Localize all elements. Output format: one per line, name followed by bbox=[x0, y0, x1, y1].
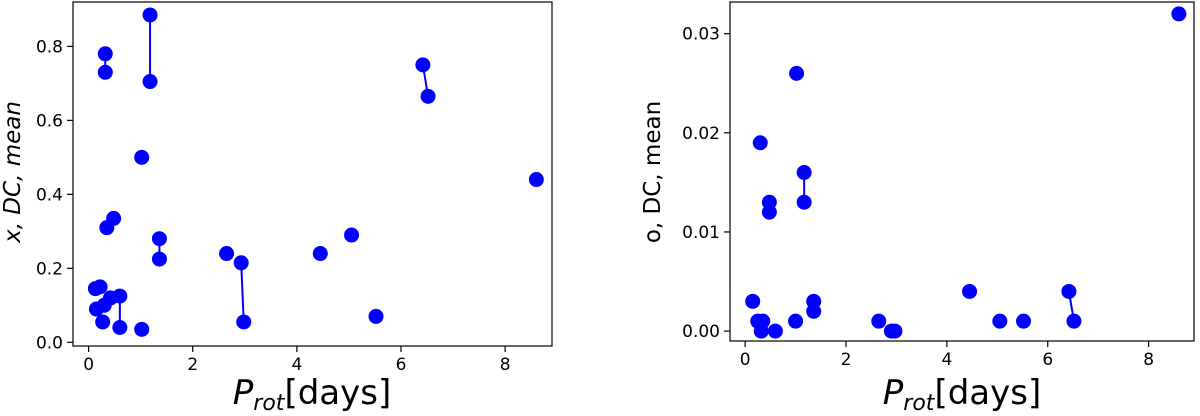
left-chart-y-tick-label: 0.0 bbox=[36, 333, 63, 353]
left-chart-data-point bbox=[151, 231, 167, 247]
left-chart-data-point bbox=[415, 57, 431, 73]
left-chart-x-tick-label: 2 bbox=[187, 355, 198, 375]
left-chart-x-tick-label: 8 bbox=[500, 355, 511, 375]
left-chart-panel: 0 2 4 6 8 0.0 0.2 0.4 0.6 0.8 Prot[days] x, DC, m… bbox=[0, 1, 553, 416]
right-chart-data-point bbox=[796, 194, 812, 210]
right-chart-x-tick-label: 6 bbox=[1042, 350, 1053, 370]
left-chart-data-point bbox=[312, 246, 328, 262]
left-chart-data-point bbox=[219, 246, 235, 262]
left-chart-data-point bbox=[112, 288, 128, 304]
right-chart-y-tick-label: 0.01 bbox=[682, 223, 720, 243]
left-chart-axes: 0 2 4 6 8 0.0 0.2 0.4 0.6 0.8 bbox=[36, 37, 511, 375]
right-chart-x-tick-label: 4 bbox=[941, 350, 952, 370]
left-chart-x-axis-label: Prot[days] bbox=[233, 373, 391, 416]
right-chart-x-tick-label: 2 bbox=[841, 350, 852, 370]
left-chart-data-point bbox=[106, 210, 122, 226]
right-chart-data-point bbox=[871, 313, 887, 329]
right-chart-data-point bbox=[755, 313, 771, 329]
left-chart-data-point bbox=[142, 7, 158, 23]
left-chart-data-point bbox=[233, 255, 249, 271]
right-chart-data-point bbox=[789, 65, 805, 81]
left-chart-y-axis-label: x, DC, mean bbox=[0, 101, 26, 244]
left-chart-link-line bbox=[240, 262, 245, 323]
right-chart-data-point bbox=[767, 323, 783, 339]
right-chart-y-tick-label: 0.02 bbox=[682, 124, 720, 144]
left-chart-data-point bbox=[97, 46, 113, 62]
right-chart-data-point bbox=[962, 283, 978, 299]
left-chart-y-tick-label: 0.2 bbox=[36, 259, 63, 279]
left-chart-y-tick-label: 0.6 bbox=[36, 111, 63, 131]
right-chart-data-point bbox=[745, 293, 761, 309]
right-chart-data-point bbox=[1066, 313, 1082, 329]
left-chart-data-point bbox=[528, 172, 544, 188]
right-chart-data-point bbox=[887, 323, 903, 339]
right-chart-x-tick-label: 0 bbox=[740, 350, 751, 370]
left-chart-data-point bbox=[112, 320, 128, 336]
left-chart-x-tick-label: 4 bbox=[291, 355, 302, 375]
left-chart-data-point bbox=[236, 314, 252, 330]
right-chart-data-point bbox=[806, 303, 822, 319]
right-chart-data-point bbox=[1171, 6, 1187, 22]
right-chart-data-point bbox=[752, 135, 768, 151]
left-chart-data-point bbox=[344, 227, 360, 243]
right-chart-y-axis-label: o, DC, mean bbox=[640, 101, 666, 243]
right-chart-y-tick-label: 0.00 bbox=[682, 322, 720, 342]
right-chart-x-tick-label: 8 bbox=[1143, 350, 1154, 370]
left-chart-data-point bbox=[134, 149, 150, 165]
right-chart-data-point bbox=[761, 204, 777, 220]
left-chart-data-point bbox=[92, 279, 108, 295]
left-chart-marks bbox=[87, 7, 544, 337]
right-chart-x-axis-label: Prot[days] bbox=[883, 373, 1041, 416]
left-chart-x-tick-label: 6 bbox=[396, 355, 407, 375]
left-chart-data-point bbox=[134, 321, 150, 337]
right-chart-data-point bbox=[788, 313, 804, 329]
left-chart-data-point bbox=[151, 251, 167, 267]
left-chart-y-tick-label: 0.4 bbox=[36, 185, 63, 205]
right-chart-data-point bbox=[992, 313, 1008, 329]
right-chart-marks bbox=[745, 6, 1187, 339]
left-chart-data-point bbox=[95, 314, 111, 330]
right-chart-data-point bbox=[1016, 313, 1032, 329]
left-chart-data-point bbox=[368, 308, 384, 324]
left-chart-frame bbox=[72, 1, 553, 347]
right-chart-frame bbox=[729, 1, 1195, 342]
right-chart-axes: 0 2 4 6 8 0.00 0.01 0.02 0.03 bbox=[682, 25, 1154, 370]
right-chart-data-point bbox=[796, 164, 812, 180]
left-chart-data-point bbox=[420, 88, 436, 104]
left-chart-data-point bbox=[97, 64, 113, 80]
left-chart-data-point bbox=[142, 74, 158, 90]
left-chart-x-tick-label: 0 bbox=[83, 355, 94, 375]
right-chart-y-tick-label: 0.03 bbox=[682, 25, 720, 45]
right-chart-panel: 0 2 4 6 8 0.00 0.01 0.02 0.03 Prot[days] o, DC, … bbox=[640, 1, 1195, 416]
right-chart-data-point bbox=[1061, 283, 1077, 299]
left-chart-y-tick-label: 0.8 bbox=[36, 37, 63, 57]
